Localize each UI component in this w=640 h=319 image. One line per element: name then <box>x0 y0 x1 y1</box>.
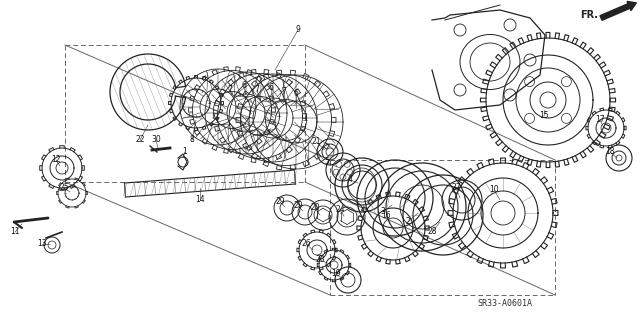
Text: 7: 7 <box>228 85 232 94</box>
Text: 2: 2 <box>406 218 410 226</box>
Text: 6: 6 <box>269 84 273 93</box>
Text: 6: 6 <box>294 90 298 99</box>
Text: 29: 29 <box>275 197 285 206</box>
Text: 24: 24 <box>335 205 345 214</box>
Text: 9: 9 <box>296 26 300 34</box>
Text: 26: 26 <box>301 240 311 249</box>
Text: 3: 3 <box>381 207 385 217</box>
Text: 30: 30 <box>151 136 161 145</box>
Text: 25: 25 <box>59 183 69 192</box>
Text: FR.: FR. <box>580 10 598 20</box>
Text: 12: 12 <box>51 155 61 165</box>
Text: 22: 22 <box>135 136 145 145</box>
Text: 28: 28 <box>428 227 436 236</box>
Text: 21: 21 <box>311 137 321 146</box>
Text: 7: 7 <box>255 85 259 94</box>
Text: 1: 1 <box>182 147 188 157</box>
Text: 4: 4 <box>348 175 353 184</box>
FancyArrow shape <box>600 1 636 20</box>
Text: 19: 19 <box>331 270 341 278</box>
Text: 15: 15 <box>539 112 549 121</box>
Text: 7: 7 <box>282 86 287 95</box>
Text: 29: 29 <box>293 202 303 211</box>
Text: 13: 13 <box>37 240 47 249</box>
Text: 8: 8 <box>189 136 195 145</box>
Text: 16: 16 <box>381 211 391 220</box>
Text: 5: 5 <box>324 158 330 167</box>
Text: 17: 17 <box>595 115 605 124</box>
Text: 11: 11 <box>10 227 20 236</box>
Text: 18: 18 <box>605 147 615 157</box>
Text: 14: 14 <box>195 196 205 204</box>
Text: 6: 6 <box>241 81 246 91</box>
Text: 10: 10 <box>489 186 499 195</box>
Text: 27: 27 <box>451 183 461 192</box>
Text: SR33-A0601A: SR33-A0601A <box>477 299 532 308</box>
Text: 23: 23 <box>315 256 325 264</box>
Text: 20: 20 <box>310 204 320 212</box>
